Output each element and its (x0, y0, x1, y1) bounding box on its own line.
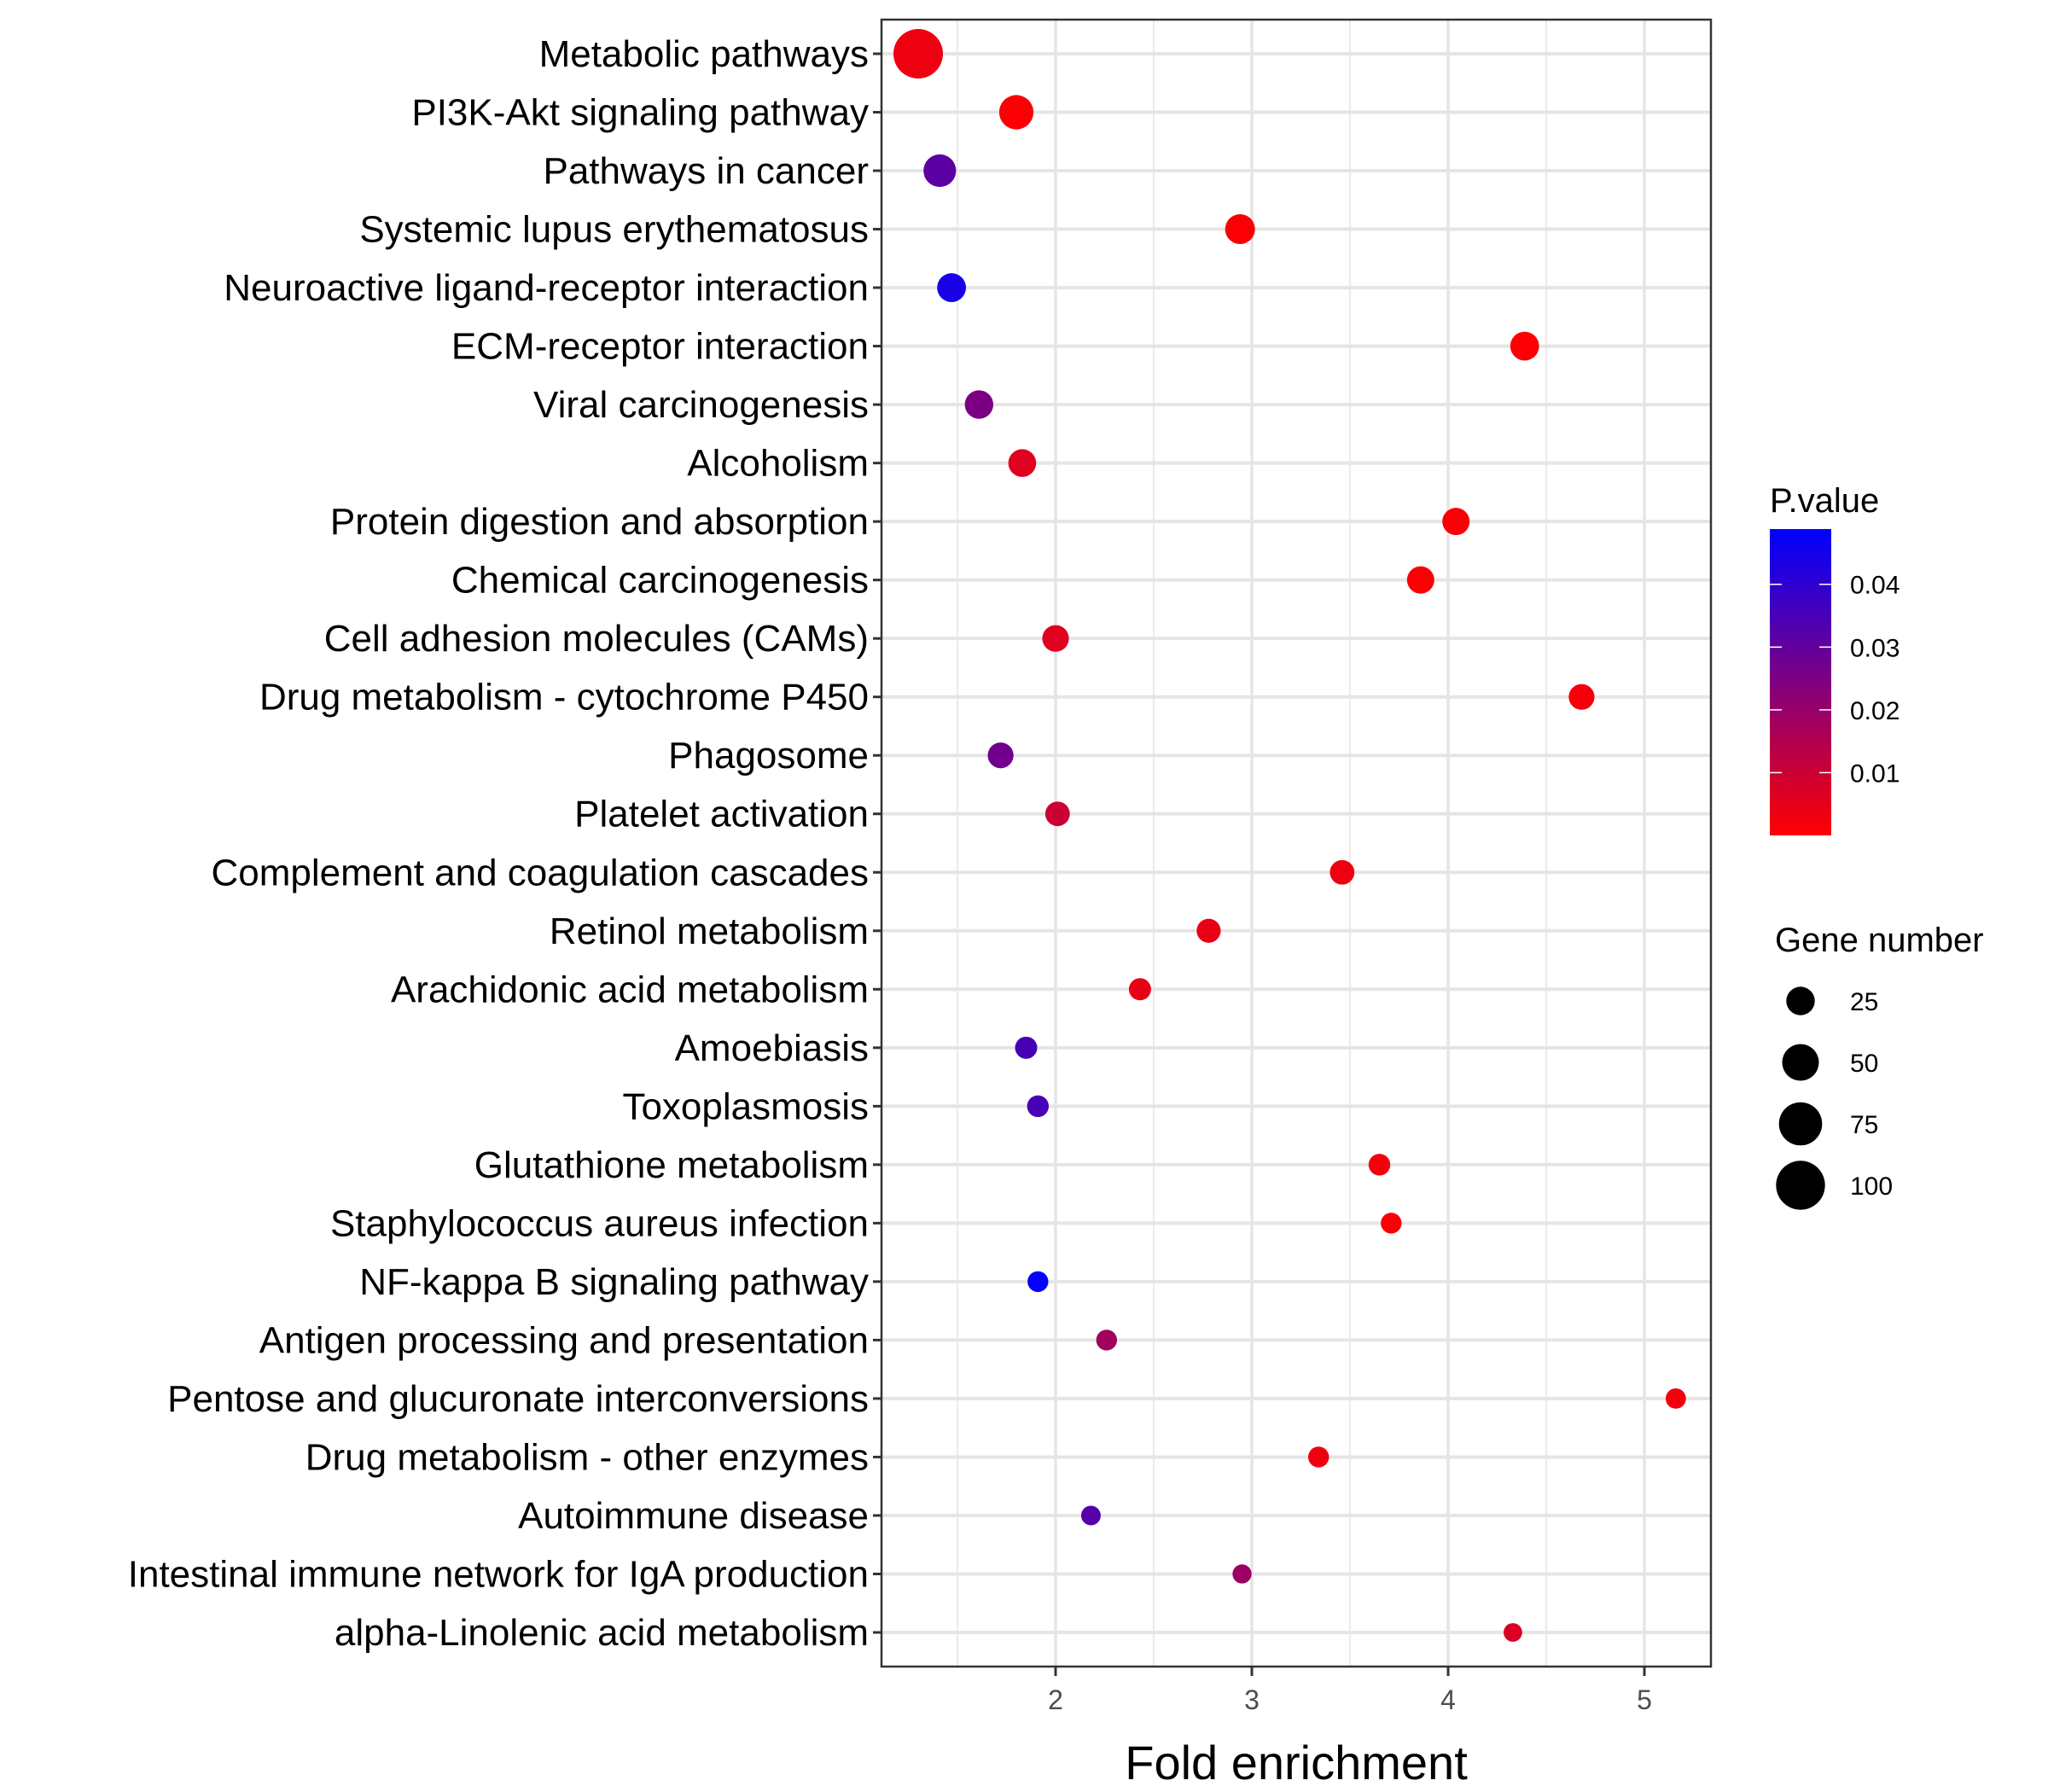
data-point (1225, 214, 1255, 245)
y-axis-label: Toxoplasmosis (622, 1085, 869, 1127)
y-axis-label: Intestinal immune network for IgA produc… (128, 1553, 869, 1595)
y-axis-label: ECM-receptor interaction (451, 326, 869, 368)
y-axis-label: Protein digestion and absorption (330, 501, 869, 543)
colorbar-tick-label: 0.02 (1850, 697, 1900, 725)
gene-number-legend-keys: 25 50 75 100 (1776, 986, 1893, 1210)
y-axis-label: Cell adhesion molecules (CAMs) (324, 618, 869, 660)
y-axis-label: PI3K-Akt signaling pathway (411, 92, 869, 134)
data-point (893, 29, 944, 79)
data-point (937, 273, 967, 302)
y-axis-label: Systemic lupus erythematosus (359, 209, 869, 251)
data-point (1232, 1564, 1252, 1584)
data-point (1308, 1446, 1329, 1468)
data-point (1510, 331, 1539, 361)
gene-number-legend-label: 25 (1850, 988, 1878, 1016)
y-axis-label: NF-kappa B signaling pathway (359, 1261, 869, 1303)
y-axis-label: Glutathione metabolism (474, 1144, 869, 1186)
colorbar-tick-label: 0.03 (1850, 634, 1900, 662)
y-axis-label: Alcoholism (687, 443, 869, 485)
y-axis-label: Pentose and glucuronate interconversions (167, 1378, 869, 1420)
x-axis-tick-label: 4 (1440, 1684, 1456, 1715)
pvalue-colorbar (1770, 529, 1831, 835)
y-axis-label: Chemical carcinogenesis (451, 560, 869, 602)
y-axis-label: Drug metabolism - cytochrome P450 (259, 677, 869, 719)
data-point (1008, 449, 1037, 477)
data-point (1080, 1505, 1101, 1526)
y-axis-label: Amoebiasis (675, 1027, 869, 1069)
data-points (893, 29, 1686, 1642)
y-axis-label: Antigen processing and presentation (259, 1319, 869, 1361)
colorbar-tick-label: 0.04 (1850, 572, 1900, 600)
y-axis-label: Neuroactive ligand-receptor interaction (224, 267, 869, 309)
x-axis: 2 3 4 5 (1048, 1667, 1652, 1715)
y-axis-label: Retinol metabolism (550, 911, 869, 952)
y-axis-label: Metabolic pathways (539, 33, 869, 75)
data-point (1381, 1213, 1402, 1234)
y-axis-label: alpha-Linolenic acid metabolism (335, 1612, 869, 1654)
gene-number-legend: Gene number 25 50 75 100 (1775, 922, 1984, 1210)
data-point (1568, 684, 1595, 710)
data-point (998, 95, 1034, 130)
data-point (1128, 978, 1151, 1001)
y-axis-label: Arachidonic acid metabolism (391, 969, 869, 1010)
x-axis-title: Fold enrichment (1125, 1736, 1468, 1789)
data-point (987, 742, 1014, 769)
y-axis-label: Phagosome (668, 735, 869, 777)
y-axis-label: Pathways in cancer (543, 150, 869, 192)
gene-number-legend-label: 50 (1850, 1050, 1878, 1078)
gene-number-legend-key (1786, 986, 1815, 1015)
panel-border (880, 18, 1713, 1668)
data-point (1504, 1623, 1522, 1642)
data-point (1665, 1388, 1686, 1409)
data-point (1368, 1154, 1391, 1176)
data-point (1044, 801, 1070, 827)
y-axis-label: Complement and coagulation cascades (212, 852, 869, 893)
x-axis-tick-label: 5 (1637, 1684, 1652, 1715)
data-point (1406, 566, 1434, 594)
y-axis-label: Viral carcinogenesis (533, 384, 869, 426)
data-point (964, 390, 994, 419)
gene-number-legend-key (1778, 1102, 1823, 1146)
data-point (1042, 625, 1069, 652)
gene-number-legend-key (1776, 1161, 1825, 1210)
gene-number-legend-label: 100 (1850, 1172, 1893, 1201)
gene-number-legend-title: Gene number (1775, 922, 1984, 959)
colorbar-tick-label: 0.01 (1850, 759, 1900, 788)
y-axis-label: Autoimmune disease (518, 1495, 869, 1537)
data-point (1329, 859, 1355, 885)
data-point (1096, 1329, 1118, 1351)
pvalue-colorbar-ticks: 0.04 0.03 0.02 0.01 (1770, 572, 1900, 788)
data-point (1015, 1036, 1038, 1059)
y-axis-label: Platelet activation (574, 794, 869, 835)
data-point (1442, 508, 1470, 536)
y-axis-label: Staphylococcus aureus infection (330, 1202, 869, 1244)
panel-background (881, 20, 1711, 1667)
data-point (1027, 1271, 1049, 1293)
gene-number-legend-label: 75 (1850, 1111, 1878, 1139)
pvalue-legend-title: P.value (1770, 482, 1879, 520)
x-axis-tick-label: 3 (1244, 1684, 1260, 1715)
plot-panel (880, 18, 1713, 1668)
pvalue-legend: P.value 0.04 0.03 0.02 0.01 (1770, 482, 1900, 835)
x-axis-tick-label: 2 (1048, 1684, 1063, 1715)
data-point (1196, 918, 1221, 943)
y-axis-label: Drug metabolism - other enzymes (305, 1436, 869, 1478)
data-point (923, 154, 957, 188)
major-x-gridlines (1054, 20, 1646, 1667)
data-point (1027, 1095, 1050, 1118)
gene-number-legend-key (1782, 1044, 1819, 1081)
y-axis: Metabolic pathways PI3K-Akt signaling pat… (128, 33, 881, 1654)
